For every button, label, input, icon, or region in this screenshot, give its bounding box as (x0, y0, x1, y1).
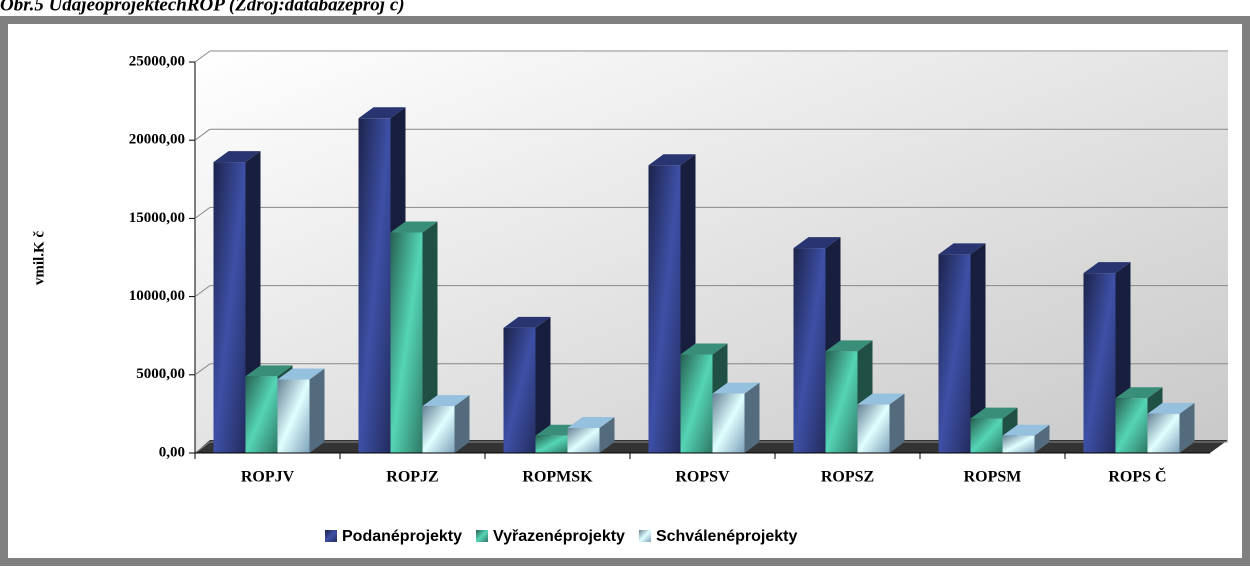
bar-top (970, 407, 1018, 419)
grid-line (194, 363, 211, 376)
y-axis-label: vmil.K č (31, 231, 47, 285)
bar-side (599, 416, 615, 453)
bar-top (712, 382, 760, 394)
bar (422, 406, 455, 453)
y-tick-label: 20000,00 (129, 132, 185, 148)
bar-side (309, 368, 325, 453)
bar-top (1002, 424, 1050, 436)
bar (358, 118, 391, 453)
y-tick-label: 25000,00 (129, 53, 185, 69)
bar-top (422, 395, 470, 407)
y-tick-label: 5000,00 (136, 366, 185, 382)
bar-side (889, 393, 905, 453)
grid-line (194, 285, 211, 298)
bar (1083, 273, 1116, 453)
bar (1115, 398, 1148, 453)
bar (390, 232, 423, 453)
grid-line (194, 50, 211, 63)
bar (857, 404, 890, 453)
bar-side (744, 382, 760, 453)
bar (1002, 435, 1035, 453)
bar-top (213, 151, 261, 163)
grid-line (194, 128, 211, 141)
page-title: Obr.5 ÚdajeoprojektechROP (Zdroj:databáz… (0, 0, 405, 15)
grid-line (194, 206, 211, 219)
bar-top (277, 368, 325, 380)
legend-label: Vyřazenéprojekty (493, 528, 625, 545)
bar-top (857, 393, 905, 405)
bar (793, 248, 826, 453)
bar-top (1083, 262, 1131, 274)
bar-side (422, 221, 438, 453)
bar (712, 393, 745, 453)
x-tick-label: ROPSZ (821, 469, 874, 486)
bar-top (825, 340, 873, 352)
x-tick-label: ROPJZ (386, 469, 438, 486)
bar-top (503, 316, 551, 328)
bar (213, 162, 246, 453)
x-tick-label: ROPJV (241, 469, 295, 486)
legend-swatch (476, 530, 489, 542)
bar (567, 427, 600, 453)
bar-side (1034, 424, 1050, 453)
legend-swatch (325, 530, 337, 542)
bar (680, 354, 713, 453)
bar (503, 327, 536, 453)
bar-top (938, 243, 986, 255)
bar-side (454, 395, 470, 453)
bar-top (245, 365, 293, 377)
bar (277, 379, 310, 453)
y-tick-label: 10000,00 (129, 288, 185, 304)
x-tick-label: ROPSM (964, 469, 1022, 486)
bar-top (680, 343, 728, 355)
bar-top (1147, 402, 1195, 414)
bar (1147, 413, 1180, 453)
bar (938, 254, 971, 453)
y-tick-label: 15000,00 (129, 210, 185, 226)
legend-label: Schválenéprojekty (656, 528, 798, 545)
bar-side (970, 243, 986, 453)
y-tick-label: 0,00 (159, 444, 185, 460)
bar-top (648, 154, 696, 166)
bar-side (1179, 402, 1195, 453)
bar (825, 351, 858, 453)
x-tick-label: ROPMSK (522, 469, 593, 486)
bar-top (390, 221, 438, 233)
x-tick-label: ROPSV (675, 469, 730, 486)
bar-top (567, 416, 615, 428)
bar (535, 435, 568, 453)
bar-top (793, 237, 841, 249)
bar-side (535, 316, 551, 453)
x-tick-label: ROPS Č (1108, 467, 1166, 486)
bar (648, 165, 681, 453)
bar (970, 418, 1003, 453)
bar (245, 376, 278, 453)
grid-line (194, 441, 211, 454)
bar-top (358, 107, 406, 119)
bar-top (1115, 387, 1163, 399)
legend-label: Podanéprojekty (342, 528, 462, 545)
legend-swatch (638, 530, 651, 542)
